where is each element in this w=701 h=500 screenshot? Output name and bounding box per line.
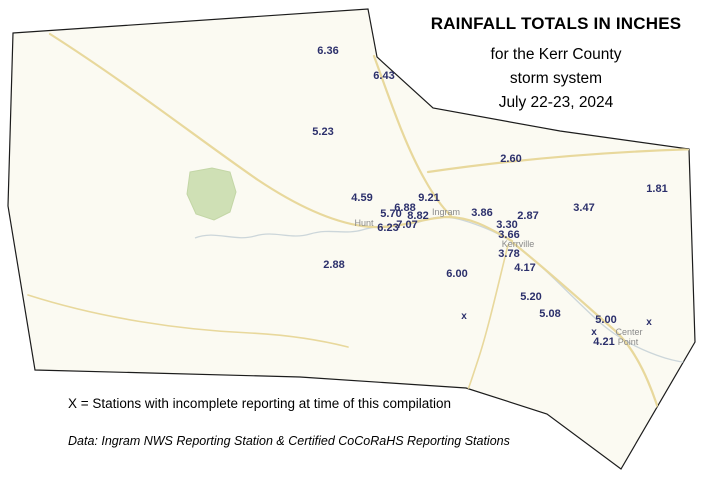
station-value: 3.86 xyxy=(471,207,492,219)
road-northwest-highway xyxy=(48,32,514,243)
station-value: 6.43 xyxy=(373,70,394,82)
title-line-dates: July 22-23, 2024 xyxy=(498,94,614,111)
station-value: 3.78 xyxy=(498,248,519,260)
park-area xyxy=(186,167,237,221)
station-value: 6.23 xyxy=(377,222,398,234)
station-value: 5.23 xyxy=(312,126,333,138)
station-value: 2.60 xyxy=(500,153,521,165)
title-line-system: storm system xyxy=(509,70,603,87)
station-value: 3.47 xyxy=(573,202,594,214)
incomplete-station-marker: x xyxy=(461,311,467,322)
town-label-ingram: Ingram xyxy=(432,207,460,217)
station-value: 2.87 xyxy=(517,210,538,222)
station-value: 6.36 xyxy=(317,45,338,57)
road-southeast-highway xyxy=(511,241,666,430)
station-value: 4.17 xyxy=(514,262,535,274)
title-line-county: for the Kerr County xyxy=(490,46,622,63)
station-value: 9.21 xyxy=(418,192,439,204)
town-label-kerrville: Kerrville xyxy=(502,239,535,249)
station-value: 5.70 xyxy=(380,208,401,220)
station-value: 5.20 xyxy=(520,291,541,303)
town-label-center-point: Center xyxy=(615,327,642,337)
town-label-center-point: Point xyxy=(618,337,639,347)
road-north-branch xyxy=(372,54,453,218)
station-value: 6.00 xyxy=(446,268,467,280)
station-value: 4.21 xyxy=(593,336,614,348)
station-value: 4.59 xyxy=(351,192,372,204)
incomplete-station-marker: x xyxy=(591,327,597,338)
station-value: 8.82 xyxy=(407,210,428,222)
title-block: RAINFALL TOTALS IN INCHES for the Kerr C… xyxy=(420,14,692,115)
station-value: 5.08 xyxy=(539,308,560,320)
map-title: RAINFALL TOTALS IN INCHES xyxy=(430,14,682,33)
town-label-hunt: Hunt xyxy=(354,218,374,228)
road-south-branch xyxy=(466,244,509,393)
incomplete-reporting-note: X = Stations with incomplete reporting a… xyxy=(68,396,452,411)
station-value: 5.00 xyxy=(595,314,616,326)
data-source-note: Data: Ingram NWS Reporting Station & Cer… xyxy=(68,434,510,448)
river-line xyxy=(194,216,695,365)
station-value: 6.88 xyxy=(394,202,415,214)
station-value: 2.88 xyxy=(323,259,344,271)
station-value: 3.66 xyxy=(498,229,519,241)
incomplete-station-marker: x xyxy=(646,317,652,328)
station-value: 1.81 xyxy=(646,183,667,195)
road-southwest-route xyxy=(27,294,349,348)
station-value: 3.30 xyxy=(496,219,517,231)
road-northeast-highway xyxy=(426,147,695,174)
station-value: 7.07 xyxy=(396,219,417,231)
